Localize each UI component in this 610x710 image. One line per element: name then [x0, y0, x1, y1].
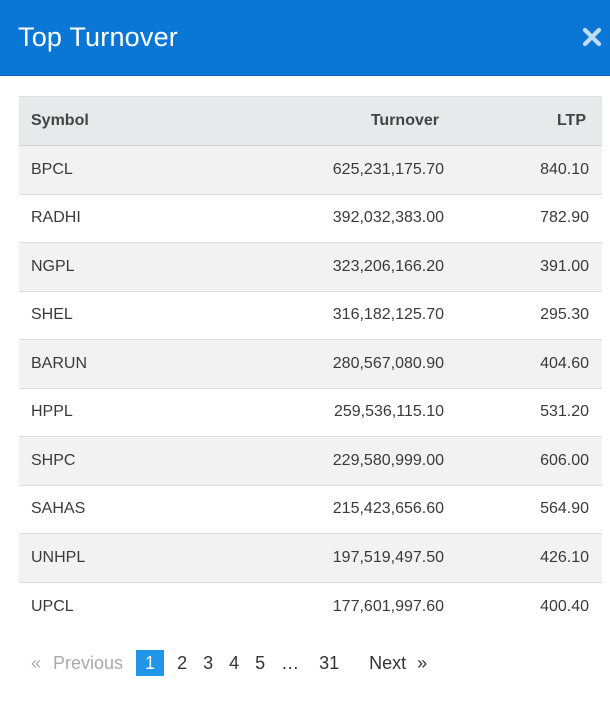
- cell-symbol: HPPL: [19, 387, 199, 437]
- top-turnover-table: Symbol Turnover LTP BPCL 625,231,175.70 84…: [19, 96, 602, 631]
- pagination: « Previous 1 2 3 4 5 … 31 Next »: [23, 650, 435, 676]
- next-page-button[interactable]: Next »: [361, 650, 435, 676]
- page-31-button[interactable]: 31: [319, 653, 340, 673]
- top-turnover-table-container: Symbol Turnover LTP BPCL 625,231,175.70 84…: [19, 96, 602, 631]
- cell-ltp: 404.60: [463, 339, 602, 388]
- cell-symbol: BPCL: [19, 145, 199, 194]
- table-header-row: Symbol Turnover LTP: [19, 96, 602, 146]
- column-header-ltp[interactable]: LTP: [463, 96, 602, 146]
- cell-ltp: 606.00: [463, 436, 602, 485]
- cell-ltp: 400.40: [463, 581, 602, 631]
- table-row[interactable]: UPCL 177,601,997.60 400.40: [19, 581, 602, 631]
- page-4-button[interactable]: 4: [229, 653, 240, 673]
- page-number-list: 1 2 3 4 5 … 31: [136, 650, 347, 676]
- next-label: Next: [369, 653, 407, 673]
- cell-turnover: 259,536,115.10: [199, 387, 463, 437]
- cell-symbol: RADHI: [19, 193, 199, 243]
- cell-turnover: 625,231,175.70: [199, 145, 463, 194]
- table-row[interactable]: SHPC 229,580,999.00 606.00: [19, 436, 602, 485]
- table-row[interactable]: BARUN 280,567,080.90 404.60: [19, 339, 602, 388]
- cell-turnover: 323,206,166.20: [199, 242, 463, 291]
- column-header-symbol[interactable]: Symbol: [19, 96, 199, 146]
- table-row[interactable]: HPPL 259,536,115.10 531.20: [19, 387, 602, 437]
- table-row[interactable]: SHEL 316,182,125.70 295.30: [19, 290, 602, 340]
- table-body: BPCL 625,231,175.70 840.10 RADHI 392,032,383…: [19, 145, 602, 631]
- cell-symbol: BARUN: [19, 339, 199, 388]
- cell-ltp: 295.30: [463, 290, 602, 340]
- cell-turnover: 215,423,656.60: [199, 484, 463, 534]
- page-3-button[interactable]: 3: [203, 653, 214, 673]
- column-header-turnover[interactable]: Turnover: [199, 96, 463, 146]
- cell-turnover: 177,601,997.60: [199, 581, 463, 631]
- next-arrow-icon: »: [417, 653, 428, 673]
- page-2-button[interactable]: 2: [177, 653, 188, 673]
- table-row[interactable]: RADHI 392,032,383.00 782.90: [19, 193, 602, 243]
- page-5-button[interactable]: 5: [255, 653, 266, 673]
- cell-ltp: 840.10: [463, 145, 602, 194]
- cell-turnover: 280,567,080.90: [199, 339, 463, 388]
- cell-symbol: SHPC: [19, 436, 199, 485]
- cell-symbol: SHEL: [19, 290, 199, 340]
- close-button[interactable]: [580, 25, 604, 49]
- cell-symbol: UNHPL: [19, 533, 199, 582]
- table-row[interactable]: NGPL 323,206,166.20 391.00: [19, 242, 602, 291]
- close-icon: [582, 27, 602, 47]
- cell-turnover: 316,182,125.70: [199, 290, 463, 340]
- table-row[interactable]: SAHAS 215,423,656.60 564.90: [19, 484, 602, 534]
- cell-ltp: 391.00: [463, 242, 602, 291]
- table-row[interactable]: UNHPL 197,519,497.50 426.10: [19, 533, 602, 582]
- previous-page-button[interactable]: « Previous: [23, 650, 136, 676]
- cell-turnover: 197,519,497.50: [199, 533, 463, 582]
- cell-ltp: 531.20: [463, 387, 602, 437]
- previous-arrow-icon: «: [31, 653, 42, 673]
- cell-symbol: NGPL: [19, 242, 199, 291]
- modal-title: Top Turnover: [18, 22, 178, 52]
- cell-ltp: 782.90: [463, 193, 602, 243]
- cell-ltp: 564.90: [463, 484, 602, 534]
- previous-label: Previous: [53, 653, 124, 673]
- modal-header: Top Turnover: [0, 0, 610, 76]
- cell-ltp: 426.10: [463, 533, 602, 582]
- page-1-button[interactable]: 1: [136, 650, 165, 676]
- cell-symbol: UPCL: [19, 581, 199, 631]
- table-row[interactable]: BPCL 625,231,175.70 840.10: [19, 145, 602, 194]
- cell-turnover: 229,580,999.00: [199, 436, 463, 485]
- cell-turnover: 392,032,383.00: [199, 193, 463, 243]
- cell-symbol: SAHAS: [19, 484, 199, 534]
- page-ellipsis: …: [281, 653, 300, 673]
